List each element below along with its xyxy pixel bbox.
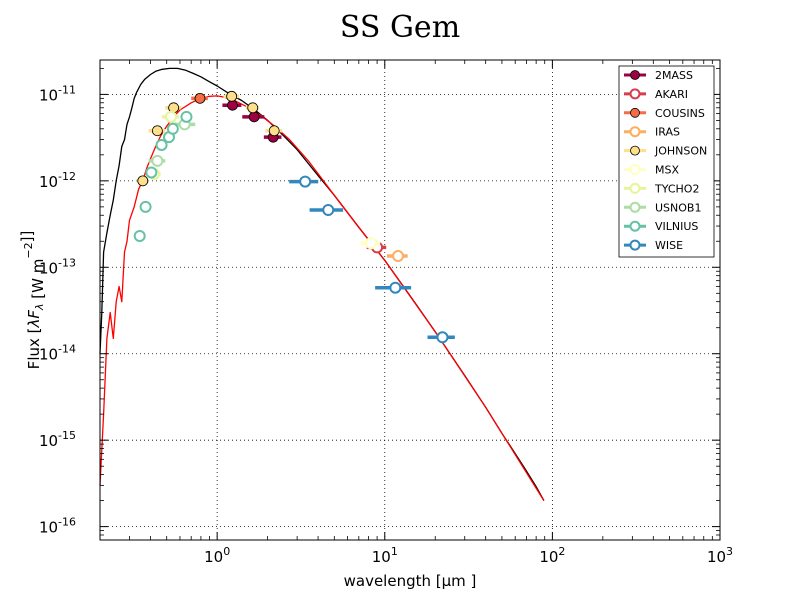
data-point-vilnius: [166, 122, 179, 135]
x-tick-label: 100: [204, 545, 230, 566]
legend-label: JOHNSON: [654, 145, 707, 158]
legend-label: MSX: [655, 164, 679, 177]
marker: [248, 111, 260, 123]
marker: [365, 237, 378, 250]
legend-marker: [629, 220, 641, 232]
marker: [247, 102, 259, 114]
legend-marker: [629, 182, 641, 194]
marker: [322, 203, 335, 216]
plot-frame: [99, 59, 721, 541]
data-point-wise: [427, 331, 455, 344]
marker: [145, 166, 158, 179]
y-tick-label: 10-11: [39, 83, 76, 104]
legend-marker: [629, 239, 641, 251]
data-point-wise: [309, 203, 344, 216]
legend-label: AKARI: [655, 88, 688, 101]
legend-entry-wise: WISE: [624, 239, 683, 252]
data-point-vilnius: [133, 230, 146, 243]
marker: [268, 125, 280, 137]
legend-entry-vilnius: VILNIUS: [624, 220, 698, 233]
legend-marker: [630, 107, 640, 118]
x-axis-label: wavelength [μm ]: [344, 572, 477, 590]
marker: [137, 175, 149, 187]
legend-label: 2MASS: [655, 69, 693, 82]
data-point-usnob1: [148, 154, 166, 167]
data-point-msx: [360, 237, 381, 250]
data-point-johnson: [223, 90, 240, 102]
y-axis-label: Flux [λFλ [W m−2]]: [18, 231, 47, 370]
axis-ticks: 100 101 102 103 10-11 10-12 10-13 10-14 10-15 10-…: [39, 60, 733, 566]
x-tick-label: 101: [372, 545, 398, 566]
data-point-tycho2: [162, 110, 179, 123]
marker: [164, 110, 177, 123]
marker: [194, 92, 206, 104]
legend-entry-tycho2: TYCHO2: [624, 182, 699, 195]
y-tick-label: 10-15: [39, 429, 76, 450]
y-tick-label: 10-13: [39, 256, 76, 277]
data-point-johnson: [136, 175, 149, 187]
y-tick-label: 10-12: [39, 170, 76, 191]
legend-marker: [629, 126, 641, 138]
legend-label: WISE: [655, 239, 683, 252]
data-point-johnson: [245, 102, 260, 114]
marker: [139, 200, 152, 213]
marker: [155, 138, 168, 151]
legend-label: TYCHO2: [654, 182, 699, 195]
marker: [299, 175, 312, 188]
data-point-johnson: [148, 125, 166, 137]
legend-entry-iras: IRAS: [624, 126, 680, 139]
data-point-vilnius: [180, 110, 193, 123]
marker: [133, 230, 146, 243]
marker: [436, 331, 449, 344]
plot-area: [100, 60, 720, 540]
legend-label: IRAS: [655, 126, 680, 139]
marker: [180, 110, 193, 123]
marker: [227, 99, 238, 111]
marker: [151, 125, 163, 137]
data-point-johnson: [265, 125, 283, 137]
legend-entry-akari: AKARI: [624, 88, 688, 101]
legend-label: VILNIUS: [655, 220, 698, 233]
legend-marker: [629, 164, 641, 175]
legend-entry-usnob1: USNOB1: [624, 201, 701, 214]
data-point-wise: [375, 281, 412, 294]
legend-entry-cousins: COUSINS: [624, 107, 705, 120]
x-tick-label: 103: [707, 545, 733, 566]
legend-marker: [629, 88, 641, 100]
data-points: [133, 90, 455, 344]
data-point-vilnius: [155, 138, 168, 151]
marker: [392, 250, 405, 263]
data-point-iras: [386, 250, 408, 263]
legend-entry-johnson: JOHNSON: [624, 145, 707, 158]
x-tick-label: 102: [539, 545, 565, 566]
marker: [226, 90, 238, 102]
legend-entry-msx: MSX: [624, 164, 679, 177]
legend-marker: [630, 70, 640, 80]
marker: [166, 122, 179, 135]
legend: 2MASS AKARI COUSINS IRAS JOHNSON MSX TYCHO2 USN…: [618, 65, 715, 258]
marker: [389, 281, 402, 294]
y-tick-label: 10-14: [39, 343, 76, 364]
data-point-wise: [289, 175, 319, 188]
y-tick-label: 10-16: [39, 516, 76, 537]
data-point-cousins: [191, 92, 208, 104]
legend-label: USNOB1: [655, 201, 701, 214]
data-point-vilnius: [145, 166, 158, 179]
data-point-johnson: [165, 102, 182, 114]
legend-entry-2mass: 2MASS: [624, 69, 693, 82]
data-point-vilnius: [139, 200, 152, 213]
marker: [151, 154, 164, 167]
chart-title: SS Gem: [339, 10, 461, 45]
legend-label: COUSINS: [655, 107, 705, 120]
legend-marker: [630, 145, 640, 156]
legend-marker: [629, 201, 641, 213]
